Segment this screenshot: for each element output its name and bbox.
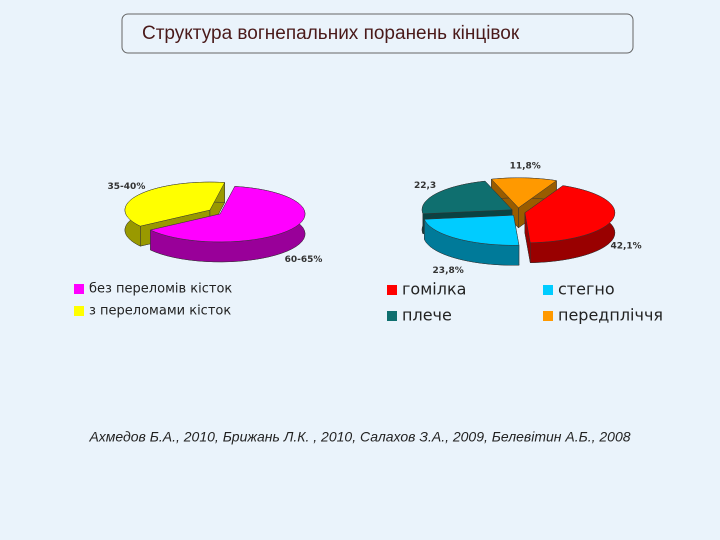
slice-top [490, 177, 558, 209]
legend-label: передпліччя [558, 306, 663, 325]
pie-slice [149, 186, 306, 263]
legend-swatch [387, 285, 397, 295]
value-label: 11,8% [510, 162, 541, 172]
legend-swatch [74, 306, 84, 316]
title: Структура вогнепальних поранень кінцівок [142, 23, 520, 44]
legend-swatch [387, 311, 397, 321]
value-label: 60-65% [285, 255, 323, 265]
legend-label: гомілка [402, 280, 466, 299]
legend-label: з переломами кісток [89, 304, 231, 319]
slice-top [421, 180, 513, 215]
value-label: 42,1% [610, 241, 641, 251]
slice-top [124, 181, 226, 227]
pie-slice [423, 214, 520, 266]
pie-slice [524, 185, 616, 263]
legend-swatch [74, 284, 84, 294]
value-label: 23,8% [433, 266, 464, 276]
title-box [121, 13, 634, 54]
slice-top [423, 214, 520, 246]
legend-swatch [543, 285, 553, 295]
legend-swatch [543, 311, 553, 321]
footer: Ахмедов Б.А., 2010, Брижань Л.К. , 2010,… [88, 429, 630, 445]
value-label: 22,3 [414, 181, 436, 191]
legend-label: стегно [558, 280, 615, 299]
legend-label: плече [402, 306, 452, 325]
slice-top [149, 186, 306, 243]
slice-top [524, 185, 616, 243]
value-label: 35-40% [108, 182, 146, 192]
legend-label: без переломів кісток [89, 282, 232, 297]
